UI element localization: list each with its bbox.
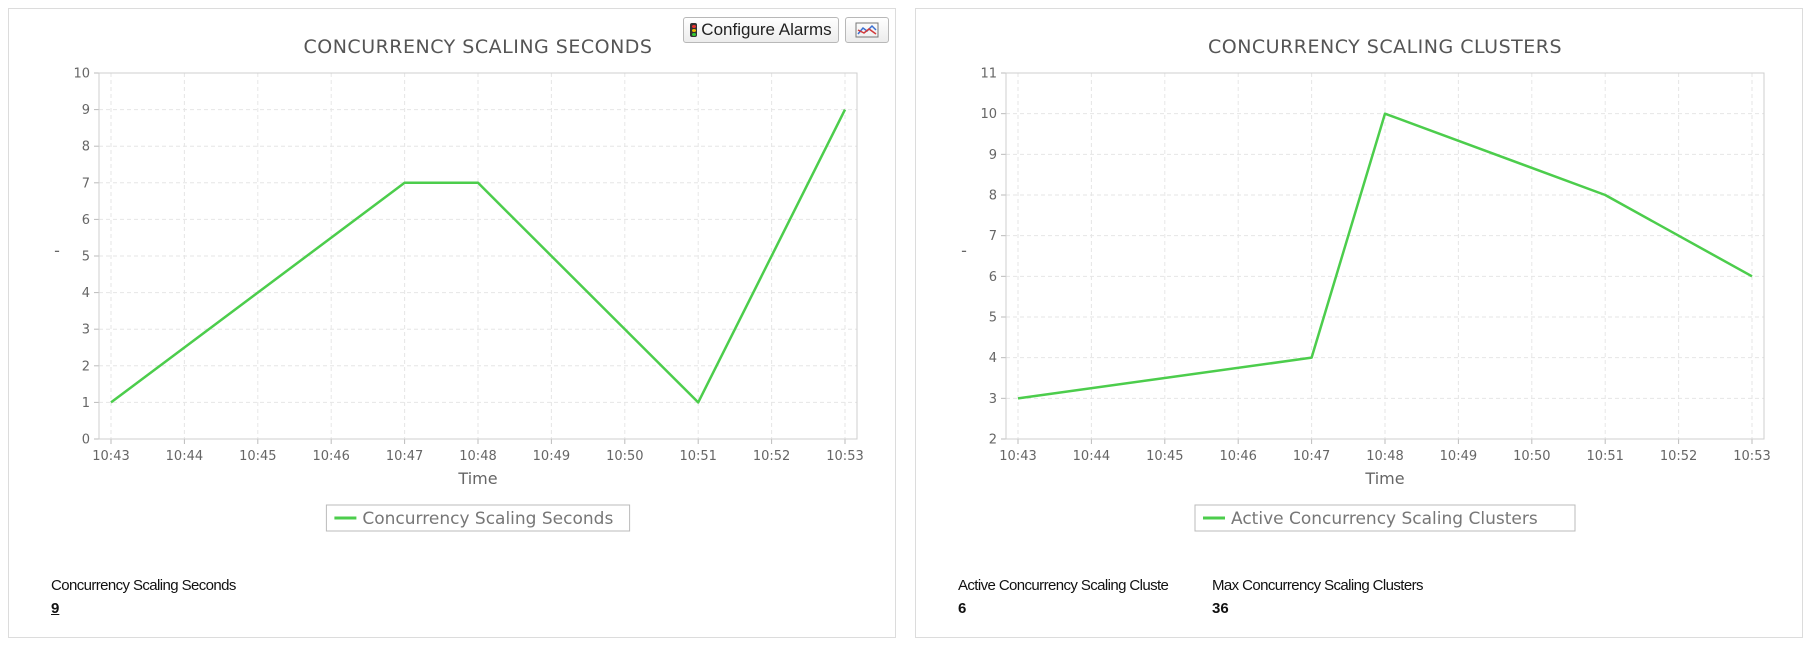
legend-box [325, 504, 631, 532]
concurrency-clusters-chart: CONCURRENCY SCALING CLUSTERS 2 3 4 5 6 7 8 9 10 11… [961, 36, 1771, 532]
concurrency-seconds-panel: CONCURRENCY SCALING SECONDS 0 1 2 3 4 5 6 7 8 9 10 1… [8, 8, 896, 638]
x-tick-label: 10:53 [1733, 449, 1770, 464]
y-tick-label: 9 [989, 148, 997, 163]
x-tick-label: 10:47 [386, 449, 423, 464]
x-tick-label: 10:44 [1073, 449, 1110, 464]
legend-box [1194, 504, 1576, 532]
x-tick-label: 10:52 [753, 449, 790, 464]
series-line [1017, 112, 1753, 400]
x-axis-title: Time [1364, 469, 1404, 488]
x-tick-label: 10:51 [1586, 449, 1623, 464]
x-tick-label: 10:47 [1293, 449, 1330, 464]
y-tick-label: 8 [82, 140, 90, 155]
plot-area [1005, 72, 1765, 440]
x-tick-label: 10:50 [1513, 449, 1550, 464]
chart-title: CONCURRENCY SCALING CLUSTERS [1208, 36, 1562, 58]
stat-label: Max Concurrency Scaling Clusters [1212, 577, 1423, 594]
y-tick-label: 10 [73, 67, 90, 82]
y-tick-label: 3 [82, 323, 90, 338]
y-axis-title: - [961, 241, 967, 260]
legend-label: Concurrency Scaling Seconds [362, 509, 613, 529]
y-tick-label: 5 [989, 311, 997, 326]
stat-max-clusters: Max Concurrency Scaling Clusters 36 [1212, 577, 1423, 617]
configure-alarms-button[interactable]: Configure Alarms [683, 17, 839, 43]
traffic-light-icon [690, 23, 698, 37]
y-tick-label: 1 [82, 396, 90, 411]
stat-value: 6 [958, 600, 967, 617]
x-tick-label: 10:50 [606, 449, 643, 464]
x-tick-label: 10:51 [679, 449, 716, 464]
y-tick-label: 11 [980, 67, 997, 82]
x-tick-label: 10:43 [92, 449, 129, 464]
chart-title: CONCURRENCY SCALING SECONDS [304, 36, 653, 58]
x-tick-label: 10:44 [166, 449, 203, 464]
configure-alarms-label: Configure Alarms [701, 20, 832, 39]
x-tick-label: 10:46 [1219, 449, 1256, 464]
y-tick-label: 6 [82, 213, 90, 228]
y-tick-label: 0 [82, 433, 90, 448]
x-tick-label: 10:49 [533, 449, 570, 464]
stat-label: Concurrency Scaling Seconds [51, 577, 236, 594]
stat-label: Active Concurrency Scaling Cluste [958, 577, 1169, 594]
x-axis-title: Time [457, 469, 497, 488]
y-tick-label: 4 [82, 286, 90, 301]
stat-concurrency-seconds: Concurrency Scaling Seconds 9 [51, 577, 236, 617]
y-tick-label: 5 [82, 250, 90, 265]
stat-value: 36 [1212, 600, 1229, 617]
series-line [110, 109, 847, 404]
stat-active-clusters: Active Concurrency Scaling Cluste 6 [958, 577, 1170, 617]
x-tick-label: 10:45 [1146, 449, 1183, 464]
x-tick-label: 10:49 [1440, 449, 1477, 464]
legend-label: Active Concurrency Scaling Clusters [1231, 509, 1538, 529]
stat-value-link[interactable]: 9 [51, 600, 60, 617]
concurrency-clusters-panel: CONCURRENCY SCALING CLUSTERS 2 3 4 5 6 7 8 9 10 11… [915, 8, 1803, 638]
y-tick-label: 4 [989, 351, 997, 366]
concurrency-seconds-chart: CONCURRENCY SCALING SECONDS 0 1 2 3 4 5 6 7 8 9 10 1… [54, 36, 864, 532]
y-tick-label: 10 [980, 107, 997, 122]
x-tick-label: 10:48 [459, 449, 496, 464]
chart-icon [855, 22, 879, 38]
y-tick-label: 8 [989, 189, 997, 204]
x-tick-label: 10:48 [1366, 449, 1403, 464]
y-tick-label: 9 [82, 103, 90, 118]
x-tick-label: 10:43 [999, 449, 1036, 464]
y-axis-title: - [54, 241, 60, 260]
y-tick-label: 2 [989, 433, 997, 448]
y-tick-label: 7 [989, 229, 997, 244]
x-tick-label: 10:45 [239, 449, 276, 464]
y-tick-label: 6 [989, 270, 997, 285]
y-tick-label: 2 [82, 359, 90, 374]
plot-area [98, 72, 858, 440]
x-tick-label: 10:53 [826, 449, 863, 464]
chart-options-button[interactable] [845, 17, 889, 43]
y-tick-label: 7 [82, 176, 90, 191]
y-tick-label: 3 [989, 392, 997, 407]
x-tick-label: 10:52 [1660, 449, 1697, 464]
x-tick-label: 10:46 [312, 449, 349, 464]
